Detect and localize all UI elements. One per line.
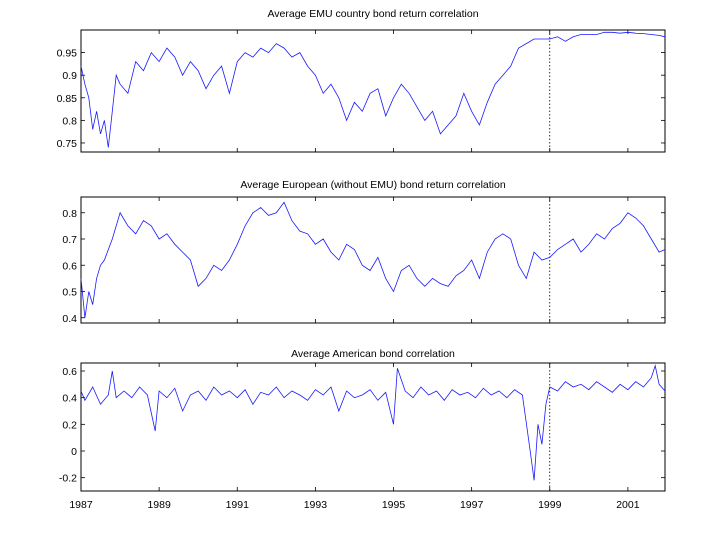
american-ytick-label: -0.2 (59, 473, 77, 485)
panel-emu: Average EMU country bond return correlat… (57, 8, 666, 153)
europe-ytick-label: 0.8 (62, 208, 77, 220)
emu-ytick-label: 0.95 (57, 48, 78, 60)
american-series-line (80, 364, 666, 481)
europe-series-line (80, 201, 666, 318)
american-ytick-label: 0 (71, 446, 77, 458)
american-xtick-label: 1991 (226, 499, 250, 511)
emu-ytick-label: 0.9 (62, 70, 77, 82)
europe-ytick-label: 0.4 (62, 313, 77, 325)
panel-american: Average American bond correlation -0.2 0 0.… (59, 348, 666, 511)
american-xtick-label: 1995 (382, 499, 406, 511)
emu-series-line (80, 31, 666, 148)
american-xtick-label: 1993 (304, 499, 328, 511)
europe-ytick-label: 0.7 (62, 234, 77, 246)
emu-axes (80, 29, 666, 153)
american-axes (80, 362, 666, 492)
emu-ytick-label: 0.85 (57, 93, 78, 105)
emu-title: Average EMU country bond return correlat… (267, 8, 478, 20)
american-ytick-label: 0.4 (62, 393, 77, 405)
american-xtick-label: 2001 (616, 499, 640, 511)
panel-europe-ex-emu: Average European (without EMU) bond retu… (62, 179, 666, 325)
american-ytick-label: 0.2 (62, 419, 77, 431)
american-xtick-label: 1989 (147, 499, 171, 511)
europe-ytick-label: 0.6 (62, 260, 77, 272)
europe-ytick-label: 0.5 (62, 287, 77, 299)
american-xtick-label: 1987 (69, 499, 93, 511)
europe-axes (80, 196, 666, 324)
emu-ytick-label: 0.75 (57, 138, 78, 150)
american-ytick-label: 0.6 (62, 366, 77, 378)
europe-title: Average European (without EMU) bond retu… (240, 179, 506, 191)
american-xtick-label: 1997 (460, 499, 484, 511)
american-title: Average American bond correlation (291, 348, 455, 360)
american-xtick-label: 1999 (538, 499, 562, 511)
emu-ytick-label: 0.8 (62, 115, 77, 127)
